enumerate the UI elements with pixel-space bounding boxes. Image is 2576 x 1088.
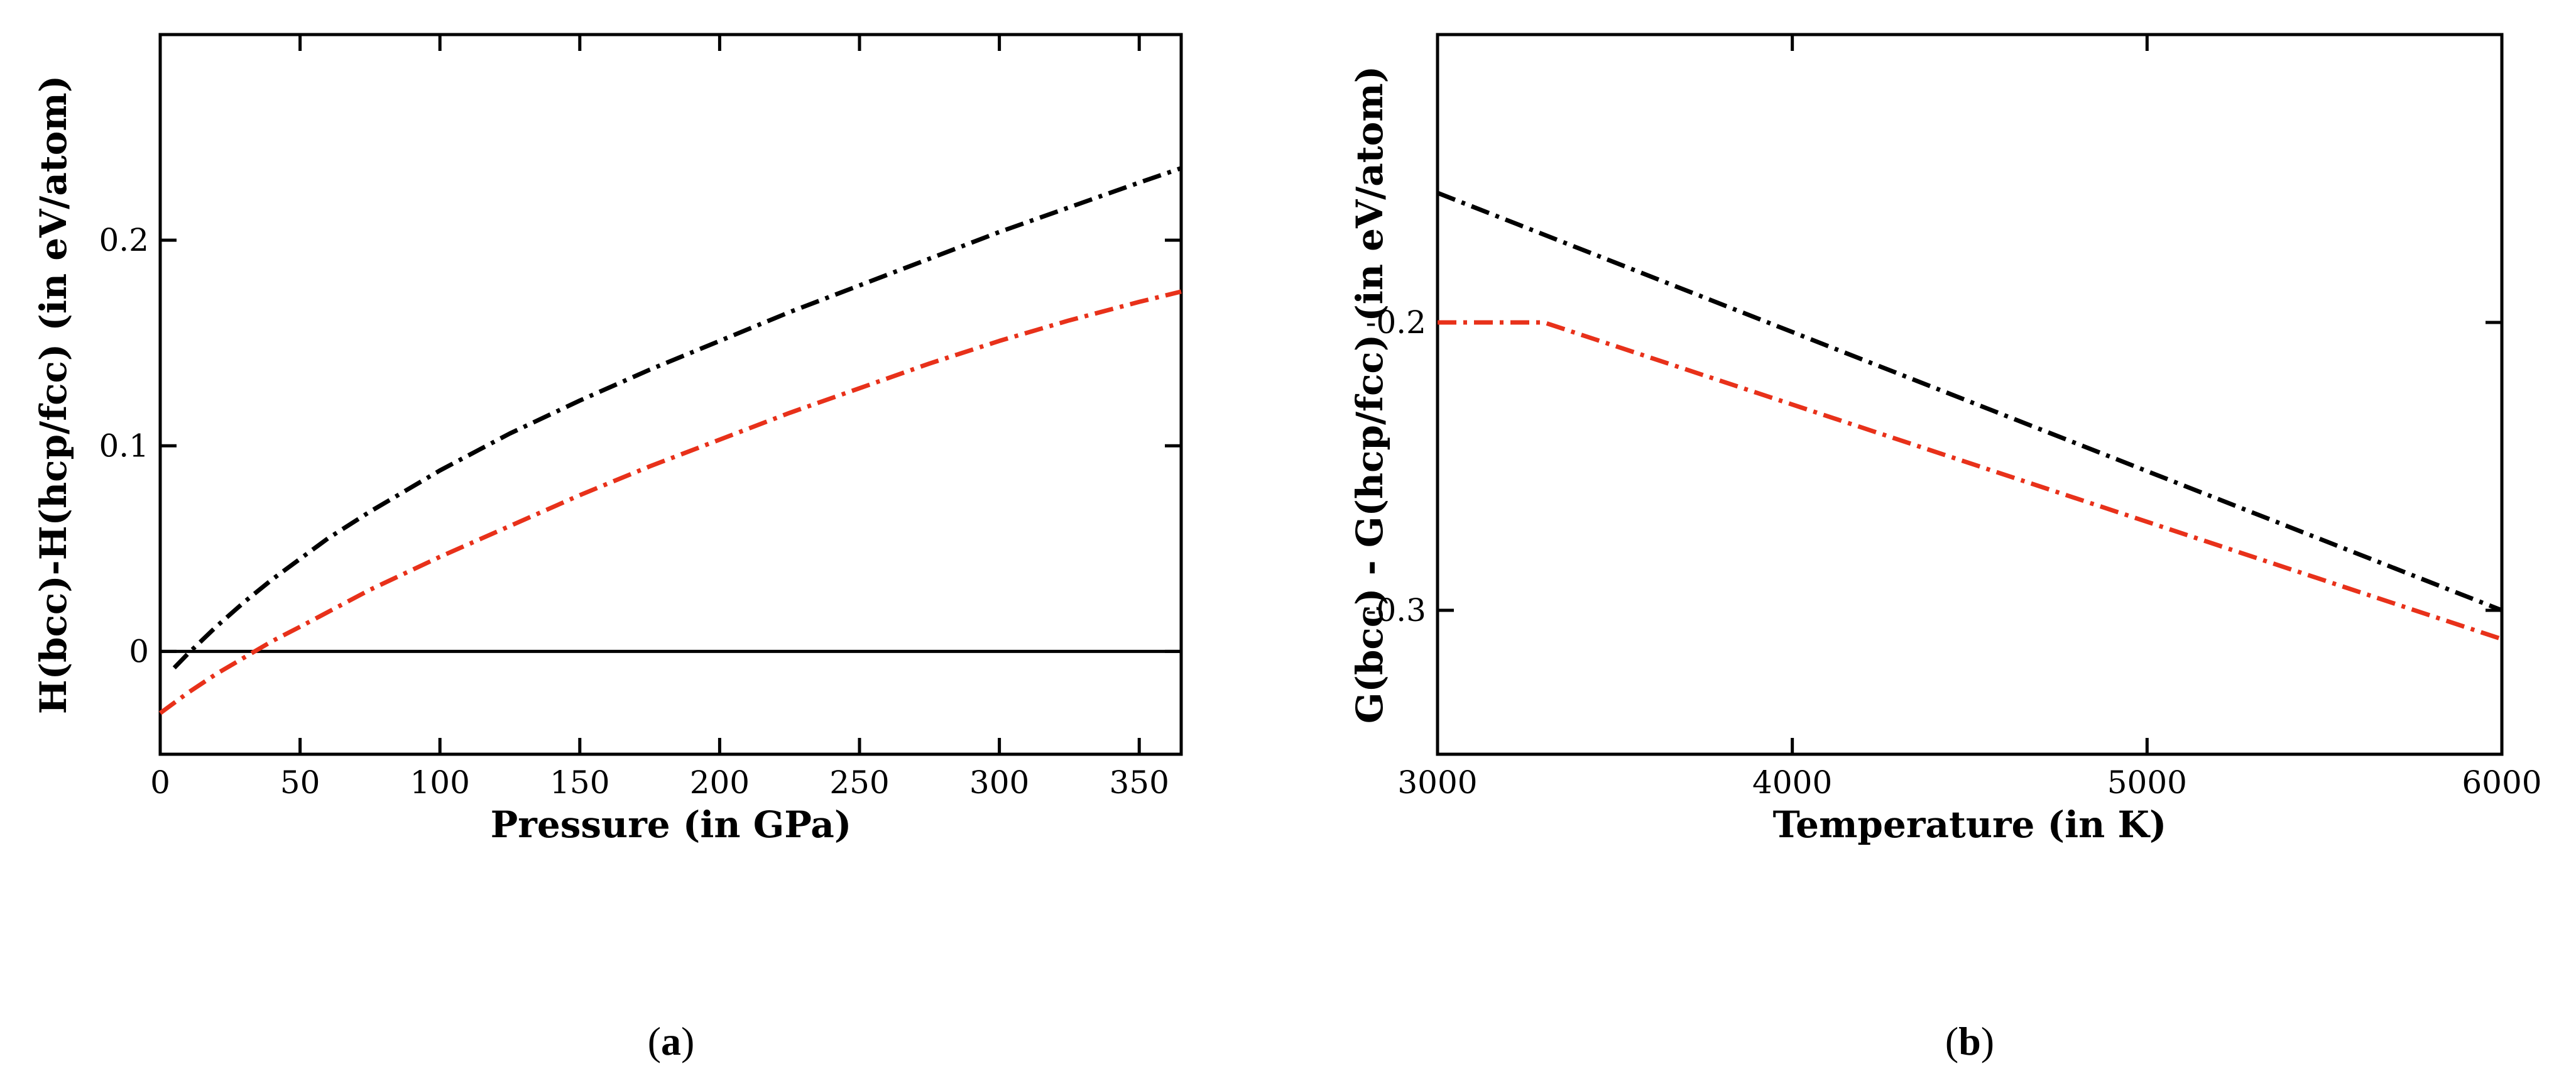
panel-a-tick-labels: 0 50 100 150 200 250 300 350 0 0.1 0.2	[99, 222, 1169, 801]
panel-a-x-tick-label: 150	[550, 764, 609, 801]
panel-a-series	[158, 166, 1182, 715]
panel-b-x-tick-label: 6000	[2462, 764, 2541, 801]
panel-b-x-tick-label: 5000	[2107, 764, 2187, 801]
panel-b-x-tick-label: 3000	[1397, 764, 1477, 801]
panel-a-y-tick-label: 0.1	[99, 427, 149, 464]
panel-b-y-axis-label: G(bcc) - G(hcp/fcc) (in eV/atom)	[1348, 66, 1391, 723]
panel-a-caption: (a)	[648, 1019, 695, 1063]
panel-b-chart: 3000 4000 5000 6000 -0.3 -0.2 Temperature (in…	[1348, 33, 2542, 1063]
panel-b-x-axis-label: Temperature (in K)	[1773, 803, 2167, 846]
panel-b-series	[1436, 190, 2503, 642]
panel-a-x-tick-label: 300	[969, 764, 1029, 801]
panel-a-x-tick-label: 250	[829, 764, 889, 801]
panel-a-x-tick-label: 350	[1110, 764, 1169, 801]
panel-a-series-red	[158, 289, 1182, 715]
panel-a-plot-frame	[158, 33, 1183, 756]
panel-b-y-tick-label: -0.2	[1366, 304, 1426, 341]
panel-a-y-axis-label: H(bcc)-H(hcp/fcc) (in eV/atom)	[32, 75, 75, 714]
panel-a-chart: 0 50 100 150 200 250 300 350 0 0.1 0.2 Pressure (i…	[32, 33, 1183, 1063]
panel-b-y-tick-label: -0.3	[1366, 592, 1426, 629]
panel-b-series-black	[1436, 190, 2503, 613]
panel-a-x-tick-label: 200	[690, 764, 750, 801]
panel-a-ticks	[158, 35, 1181, 754]
panel-b-ticks	[1436, 35, 2504, 754]
panel-a-x-tick-label: 0	[150, 764, 170, 801]
panel-b-plot-frame	[1436, 33, 2504, 756]
panel-a-x-axis-label: Pressure (in GPa)	[491, 803, 852, 846]
panel-b-series-red	[1438, 320, 2503, 642]
panel-b-caption: (b)	[1945, 1019, 1994, 1063]
panel-a-y-tick-label: 0.2	[99, 222, 149, 258]
panel-a-x-tick-label: 50	[280, 764, 320, 801]
panel-b-tick-labels: 3000 4000 5000 6000 -0.3 -0.2	[1366, 304, 2542, 801]
panel-b-x-tick-label: 4000	[1752, 764, 1832, 801]
panel-a-series-black	[172, 166, 1182, 670]
panel-a-y-tick-label: 0	[129, 633, 149, 669]
panel-a-x-tick-label: 100	[410, 764, 469, 801]
